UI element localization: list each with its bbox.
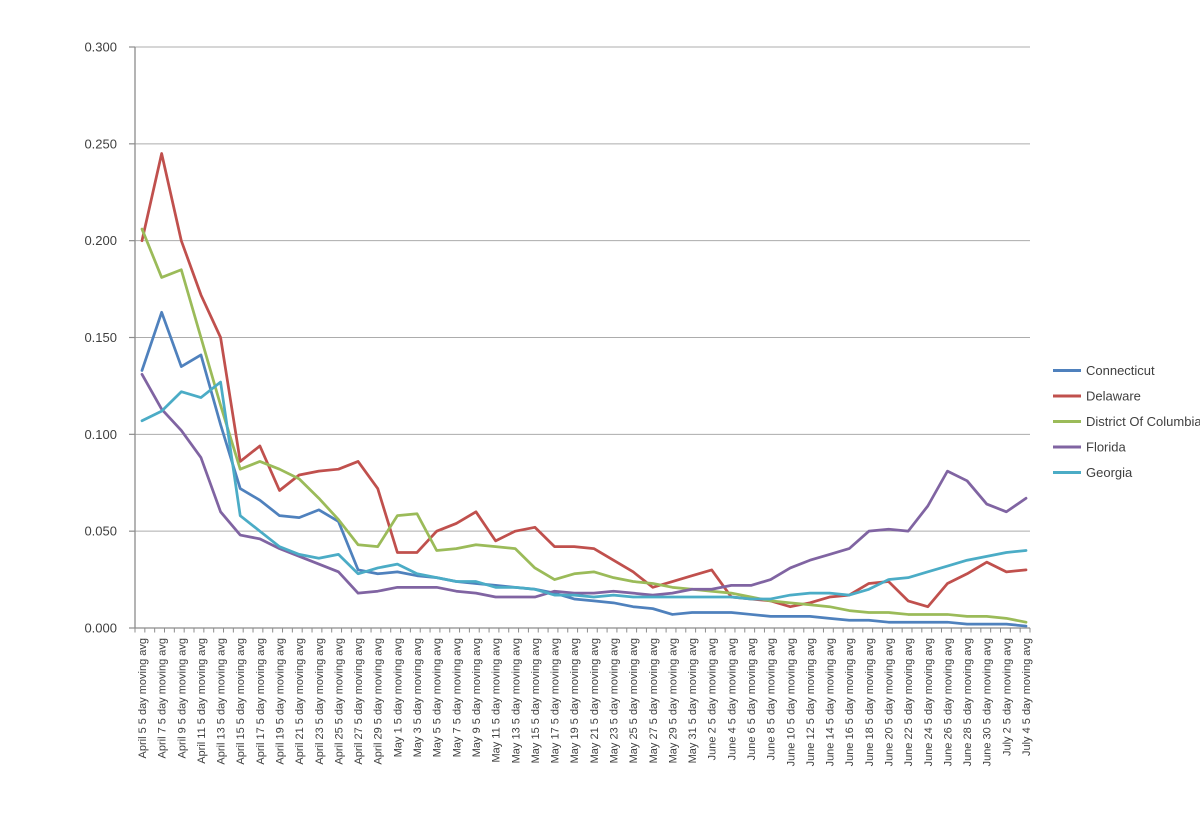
legend-item-florida: Florida bbox=[1053, 440, 1127, 455]
x-axis-label: June 28 5 day moving avg bbox=[962, 638, 974, 766]
y-axis-label: 0.250 bbox=[84, 136, 117, 151]
y-axis-label: 0.050 bbox=[84, 524, 117, 539]
series-line-florida bbox=[140, 372, 1028, 599]
x-axis-label: April 23 5 day moving avg bbox=[314, 638, 326, 765]
axes: 0.000 0.050 0.100 0.150 0.200 0.250 0.300 bbox=[84, 40, 1031, 636]
x-axis-label: May 7 5 day moving avg bbox=[451, 638, 463, 757]
x-axis-label: April 19 5 day moving avg bbox=[275, 638, 287, 765]
x-axis-labels: April 5 5 day moving avg April 7 5 day mo… bbox=[137, 638, 1033, 766]
x-axis-label: May 25 5 day moving avg bbox=[628, 638, 640, 763]
x-axis-label: May 21 5 day moving avg bbox=[589, 638, 601, 763]
legend-item-delaware: Delaware bbox=[1053, 389, 1141, 404]
x-axis-label: May 11 5 day moving avg bbox=[491, 638, 503, 763]
y-axis-label: 0.150 bbox=[84, 330, 117, 345]
y-axis-label: 0.100 bbox=[84, 427, 117, 442]
x-axis-label: July 2 5 day moving avg bbox=[1001, 638, 1013, 756]
x-axis-label: May 17 5 day moving avg bbox=[550, 638, 562, 763]
x-axis-label: June 22 5 day moving avg bbox=[903, 638, 915, 766]
x-axis-label: June 6 5 day moving avg bbox=[746, 638, 758, 760]
x-axis-label: April 11 5 day moving avg bbox=[196, 638, 208, 764]
x-axis-label: April 9 5 day moving avg bbox=[176, 638, 188, 758]
x-axis-label: April 21 5 day moving avg bbox=[294, 638, 306, 765]
y-axis-label: 0.200 bbox=[84, 233, 117, 248]
x-axis-label: June 24 5 day moving avg bbox=[923, 638, 935, 766]
x-axis-label: April 25 5 day moving avg bbox=[333, 638, 345, 765]
x-axis-label: May 15 5 day moving avg bbox=[530, 638, 542, 763]
x-axis-label: June 10 5 day moving avg bbox=[785, 638, 797, 766]
x-axis-label: May 19 5 day moving avg bbox=[569, 638, 581, 763]
x-axis-label: June 14 5 day moving avg bbox=[825, 638, 837, 766]
x-axis-label: May 1 5 day moving avg bbox=[392, 638, 404, 757]
legend-item-georgia: Georgia bbox=[1053, 465, 1133, 480]
x-axis-label: May 13 5 day moving avg bbox=[510, 638, 522, 763]
x-axis-label: April 29 5 day moving avg bbox=[373, 638, 385, 765]
series-line-connecticut bbox=[140, 310, 1028, 628]
x-axis-label: May 9 5 day moving avg bbox=[471, 638, 483, 757]
x-axis-label: April 13 5 day moving avg bbox=[216, 638, 228, 765]
legend-label: District Of Columbia bbox=[1086, 414, 1200, 429]
x-axis-label: May 23 5 day moving avg bbox=[608, 638, 620, 763]
x-axis-label: June 12 5 day moving avg bbox=[805, 638, 817, 766]
x-axis-label: June 20 5 day moving avg bbox=[884, 638, 896, 766]
x-axis-label: June 8 5 day moving avg bbox=[766, 638, 778, 760]
x-axis-label: April 7 5 day moving avg bbox=[157, 638, 169, 758]
legend-label: Georgia bbox=[1086, 465, 1133, 480]
series-line-delaware bbox=[140, 152, 1028, 609]
series-line-district-of-columbia bbox=[140, 227, 1028, 624]
x-axis-label: June 16 5 day moving avg bbox=[844, 638, 856, 766]
x-axis-label: June 26 5 day moving avg bbox=[942, 638, 954, 766]
series-lines bbox=[140, 152, 1028, 628]
x-axis-label: May 31 5 day moving avg bbox=[687, 638, 699, 763]
series-line-georgia bbox=[140, 380, 1028, 601]
x-axis-label: June 2 5 day moving avg bbox=[707, 638, 719, 760]
x-axis-label: May 27 5 day moving avg bbox=[648, 638, 660, 763]
x-axis-label: May 3 5 day moving avg bbox=[412, 638, 424, 757]
x-axis-label: June 30 5 day moving avg bbox=[982, 638, 994, 766]
x-axis-label: April 5 5 day moving avg bbox=[137, 638, 149, 758]
legend-label: Delaware bbox=[1086, 389, 1141, 404]
y-axis-label: 0.300 bbox=[84, 40, 117, 55]
x-axis-label: April 17 5 day moving avg bbox=[255, 638, 267, 765]
x-axis-label: April 27 5 day moving avg bbox=[353, 638, 365, 765]
legend-item-connecticut: Connecticut bbox=[1053, 363, 1155, 378]
y-axis-label: 0.000 bbox=[84, 621, 117, 636]
x-axis-label: July 4 5 day moving avg bbox=[1021, 638, 1033, 756]
legend-item-district-of-columbia: District Of Columbia bbox=[1053, 414, 1200, 429]
x-axis-label: May 29 5 day moving avg bbox=[667, 638, 679, 763]
gridlines bbox=[135, 46, 1030, 532]
chart-legend: Connecticut Delaware District Of Columbia F… bbox=[1053, 363, 1200, 480]
x-axis-label: April 15 5 day moving avg bbox=[235, 638, 247, 765]
legend-label: Florida bbox=[1086, 440, 1127, 455]
legend-label: Connecticut bbox=[1086, 363, 1155, 378]
x-axis-label: June 18 5 day moving avg bbox=[864, 638, 876, 766]
x-axis-label: June 4 5 day moving avg bbox=[726, 638, 738, 760]
x-axis-label: May 5 5 day moving avg bbox=[432, 638, 444, 757]
